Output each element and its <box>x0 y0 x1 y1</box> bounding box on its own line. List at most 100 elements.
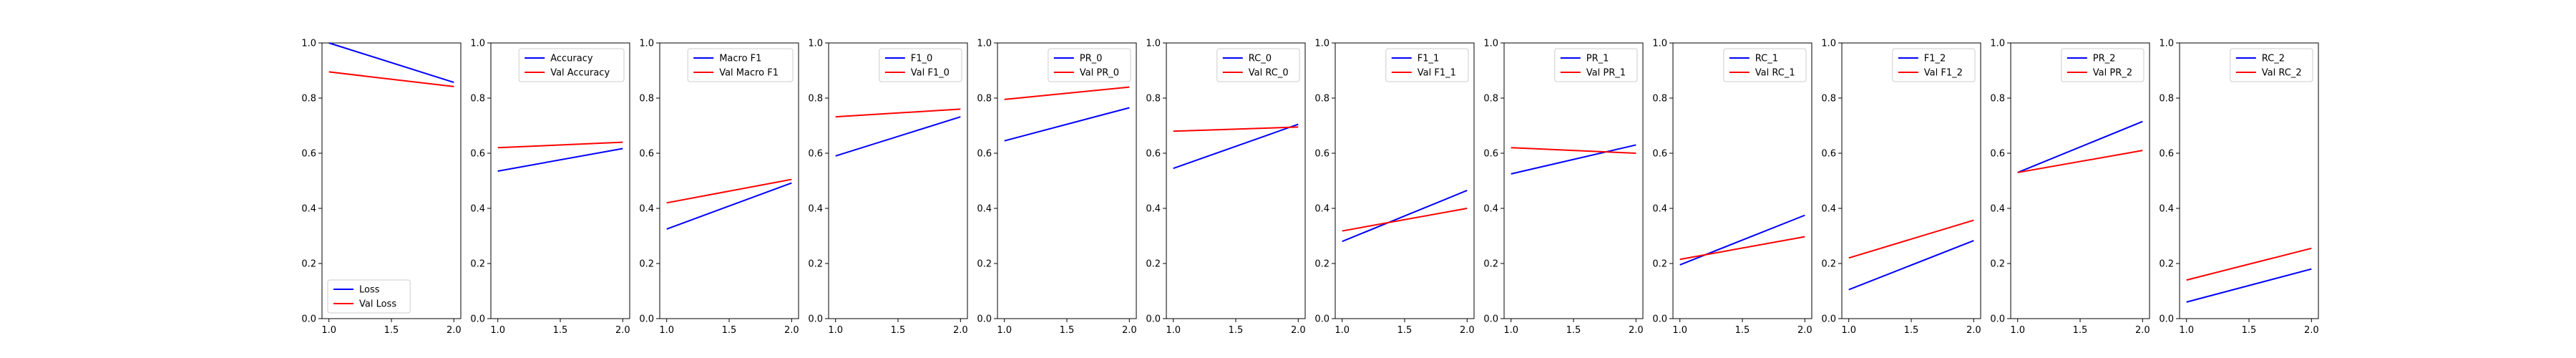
y-tick-label: 0.2 <box>301 259 316 270</box>
y-tick-label: 1.0 <box>1314 39 1330 49</box>
legend-box <box>2230 48 2313 82</box>
legend: RC_1 Val RC_1 <box>1723 48 1807 82</box>
series-line-train <box>1848 240 1974 291</box>
legend-label: Val PR_0 <box>1080 68 1119 79</box>
series-line-val <box>1173 126 1299 132</box>
y-tick-label: 0.8 <box>1146 94 1161 105</box>
series-line-val <box>666 178 792 204</box>
subplot-11: 0.0 0.2 0.4 0.6 0.8 1.0 1.0 1.5 2.0 PR_2 Val PR_2 <box>1990 39 2150 337</box>
legend-label: Val RC_1 <box>1755 68 1795 79</box>
y-tick-label: 0.0 <box>1990 314 2005 325</box>
series-line-val <box>2186 247 2312 281</box>
legend: PR_2 Val PR_2 <box>2061 48 2145 82</box>
y-tick-label: 0.4 <box>1146 204 1161 215</box>
series-line-train <box>1342 190 1468 243</box>
y-tick-label: 0.6 <box>808 149 823 160</box>
y-tick-label: 0.4 <box>1652 204 1667 215</box>
x-tick-label: 1.5 <box>2242 325 2257 336</box>
y-tick-label: 0.4 <box>1483 204 1498 215</box>
x-tick-label: 2.0 <box>1797 325 1813 336</box>
series-line-val <box>497 141 623 149</box>
legend: Macro F1 Val Macro F1 <box>687 48 794 82</box>
plot-frame <box>1503 42 1644 319</box>
y-tick-label: 0.6 <box>639 149 654 160</box>
y-tick-label: 0.0 <box>470 314 485 325</box>
legend-box <box>518 48 625 82</box>
subplot-10: 0.0 0.2 0.4 0.6 0.8 1.0 1.0 1.5 2.0 F1_2 Val F1_2 <box>1821 39 1981 337</box>
legend-box <box>1892 48 1976 82</box>
y-tick-label: 0.6 <box>1483 149 1498 160</box>
x-tick-label: 1.0 <box>2179 325 2194 336</box>
series-line-train <box>328 42 454 84</box>
legend-box <box>327 279 411 314</box>
legend-label: Val RC_2 <box>2262 68 2302 79</box>
x-tick-label: 1.0 <box>2010 325 2025 336</box>
x-tick-label: 1.5 <box>722 325 737 336</box>
legend-label: Val Loss <box>359 299 396 310</box>
y-tick-label: 1.0 <box>639 39 654 49</box>
x-tick-label: 1.0 <box>659 325 674 336</box>
y-tick-label: 0.4 <box>639 204 654 215</box>
y-tick-label: 0.0 <box>1483 314 1498 325</box>
y-tick-label: 0.8 <box>808 94 823 105</box>
series-line-val <box>1004 86 1130 100</box>
subplot-8: 0.0 0.2 0.4 0.6 0.8 1.0 1.0 1.5 2.0 PR_1 Val PR_1 <box>1483 39 1643 337</box>
x-tick-label: 1.0 <box>1841 325 1856 336</box>
legend-label: F1_2 <box>1924 54 1946 64</box>
y-tick-label: 0.8 <box>1821 94 1836 105</box>
legend-label: Val PR_1 <box>1586 68 1626 79</box>
x-tick-label: 1.0 <box>1503 325 1518 336</box>
y-tick-label: 0.8 <box>2159 94 2174 105</box>
y-tick-label: 0.8 <box>470 94 485 105</box>
y-tick-label: 1.0 <box>301 39 316 49</box>
subplot-2: 0.0 0.2 0.4 0.6 0.8 1.0 1.0 1.5 2.0 Accuracy Val A… <box>470 39 630 337</box>
y-tick-label: 0.8 <box>1483 94 1498 105</box>
legend-label: Macro F1 <box>719 54 761 64</box>
y-tick-label: 0.2 <box>1990 259 2005 270</box>
plot-frame <box>2010 42 2150 319</box>
y-tick-label: 1.0 <box>2159 39 2174 49</box>
legend-box <box>1385 48 1469 82</box>
y-tick-label: 0.6 <box>977 149 992 160</box>
subplot-1: 0.0 0.2 0.4 0.6 0.8 1.0 1.0 1.5 2.0 Loss Val Loss <box>301 39 461 337</box>
x-tick-label: 1.5 <box>553 325 568 336</box>
y-tick-label: 0.2 <box>1314 259 1330 270</box>
y-tick-label: 0.0 <box>639 314 654 325</box>
series-line-val <box>2017 150 2143 173</box>
y-tick-label: 0.0 <box>1821 314 1836 325</box>
x-tick-label: 1.0 <box>828 325 843 336</box>
legend-label: PR_0 <box>1080 54 1103 64</box>
legend-label: RC_0 <box>1249 54 1272 64</box>
y-tick-label: 0.4 <box>1314 204 1330 215</box>
x-tick-label: 1.0 <box>1166 325 1181 336</box>
legend: F1_1 Val F1_1 <box>1385 48 1469 82</box>
y-tick-label: 0.0 <box>1146 314 1161 325</box>
legend-box <box>1723 48 1807 82</box>
legend-label: PR_2 <box>2093 54 2116 64</box>
y-tick-label: 0.2 <box>1146 259 1161 270</box>
legend-label: Val RC_0 <box>1249 68 1289 79</box>
y-tick-label: 0.0 <box>301 314 316 325</box>
series-line-train <box>1004 107 1130 142</box>
y-tick-label: 0.6 <box>301 149 316 160</box>
y-tick-label: 0.2 <box>470 259 485 270</box>
y-tick-label: 1.0 <box>1652 39 1667 49</box>
series-line-train <box>497 147 623 173</box>
y-tick-label: 0.8 <box>301 94 316 105</box>
y-tick-label: 1.0 <box>1990 39 2005 49</box>
x-tick-label: 1.5 <box>1904 325 1919 336</box>
y-tick-label: 0.0 <box>1314 314 1330 325</box>
series-line-train <box>1511 144 1636 175</box>
series-line-val <box>835 108 961 118</box>
legend-box <box>1554 48 1638 82</box>
y-tick-label: 0.8 <box>977 94 992 105</box>
x-tick-label: 1.5 <box>1397 325 1413 336</box>
x-tick-label: 1.5 <box>1229 325 1244 336</box>
x-tick-label: 1.5 <box>891 325 906 336</box>
legend: RC_0 Val RC_0 <box>1216 48 1300 82</box>
legend-box <box>879 48 962 82</box>
subplot-12: 0.0 0.2 0.4 0.6 0.8 1.0 1.0 1.5 2.0 RC_2 Val RC_2 <box>2159 39 2318 337</box>
plot-frame <box>321 42 462 319</box>
y-tick-label: 0.2 <box>639 259 654 270</box>
